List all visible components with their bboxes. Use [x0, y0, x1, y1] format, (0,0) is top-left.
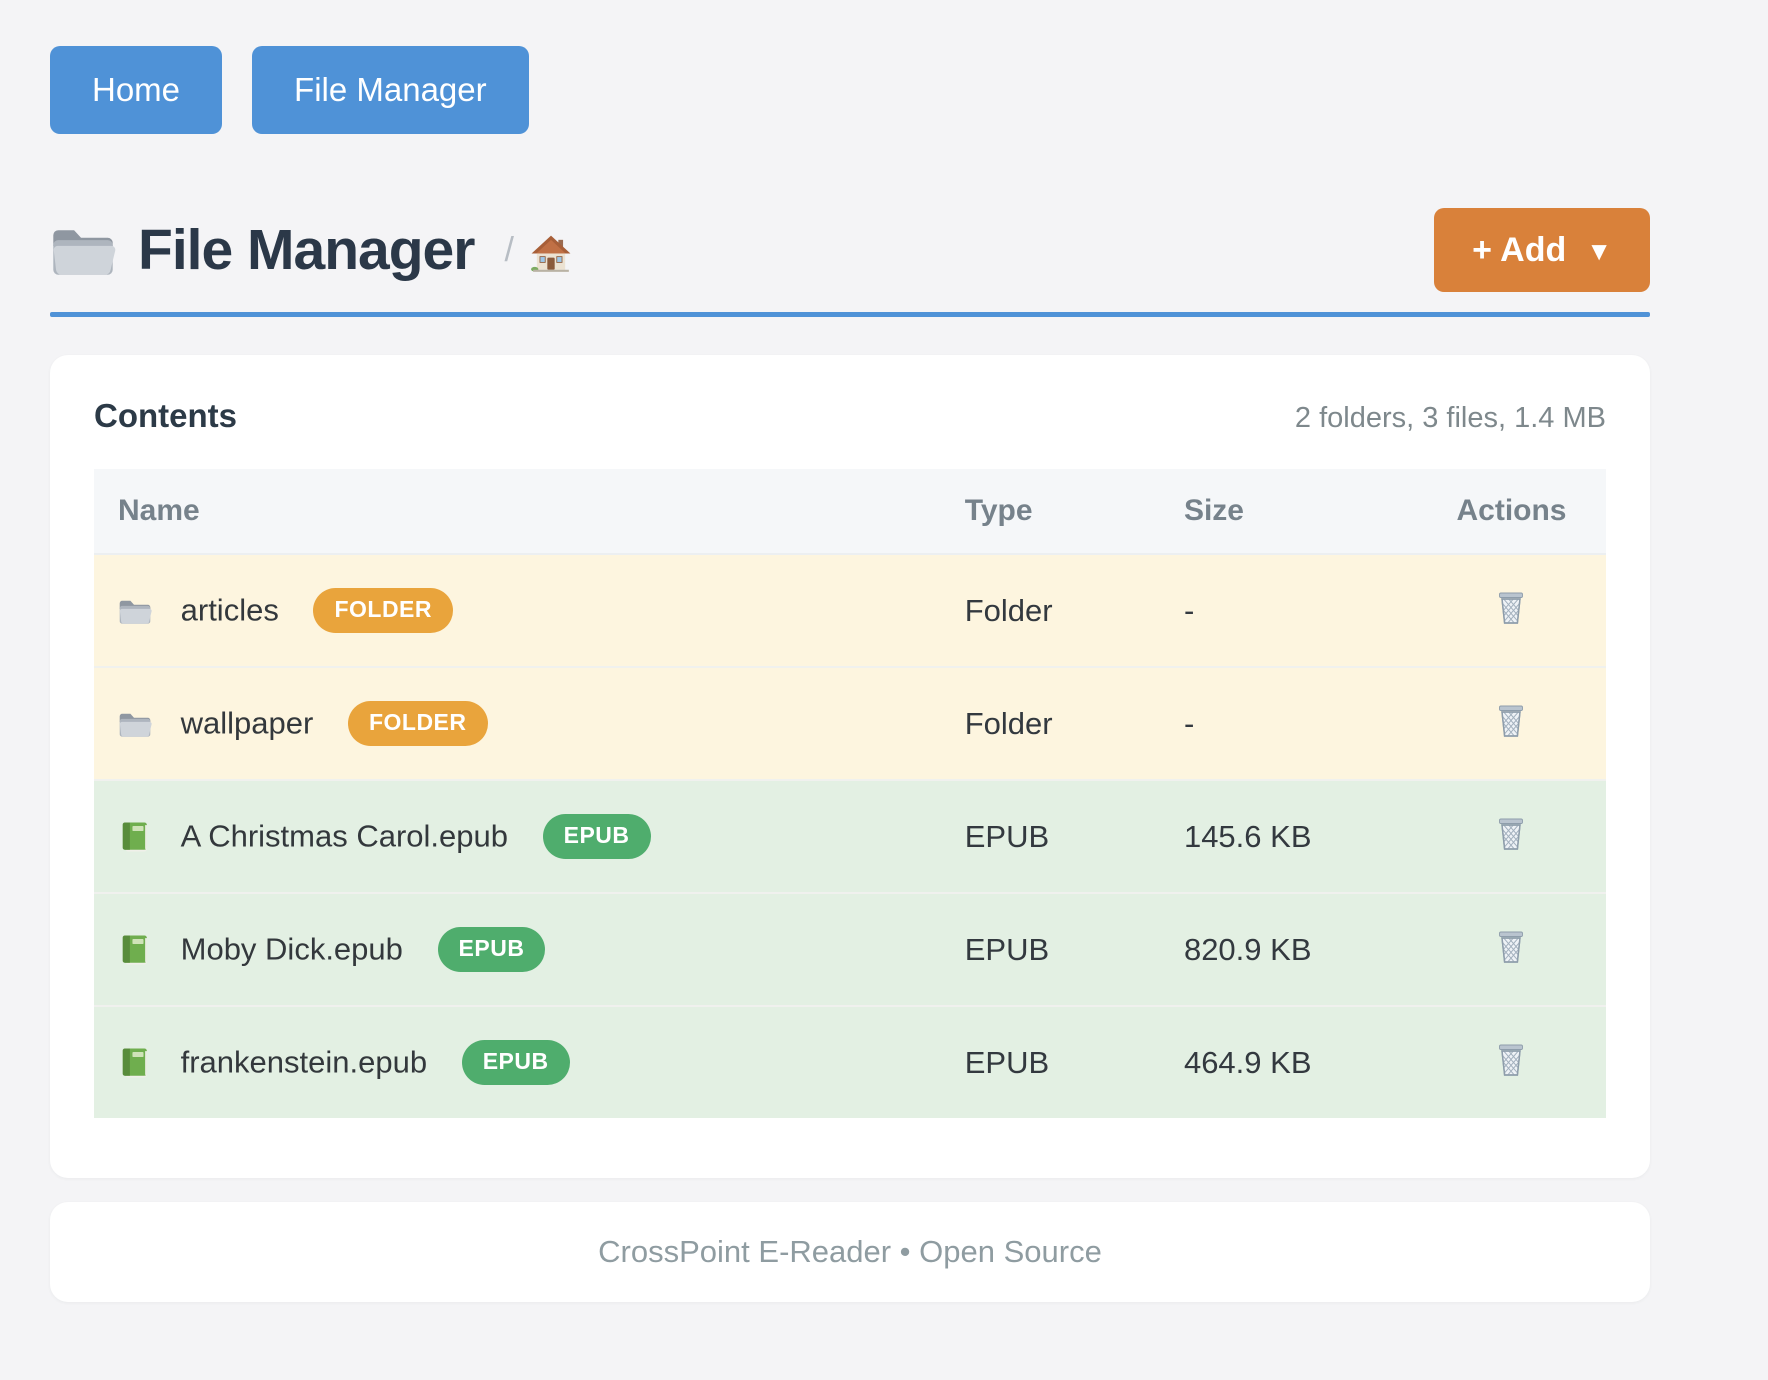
file-size: -	[1159, 666, 1417, 779]
page: Home File Manager File Manager /	[50, 0, 1650, 1302]
trash-icon	[1491, 592, 1531, 630]
delete-button[interactable]	[1491, 926, 1531, 966]
actions-cell	[1416, 553, 1606, 666]
table-row[interactable]: wallpaper FOLDER Folder -	[94, 666, 1606, 779]
header-divider	[50, 312, 1650, 317]
trash-icon	[1491, 818, 1531, 856]
column-header-name: Name	[94, 469, 941, 553]
trash-icon	[1491, 705, 1531, 743]
page-title: File Manager	[138, 218, 475, 282]
name-cell: Moby Dick.epub EPUB	[94, 892, 941, 1005]
file-name: Moby Dick.epub	[180, 931, 403, 967]
file-table-body: articles FOLDER Folder -	[94, 553, 1606, 1118]
delete-button[interactable]	[1491, 1039, 1531, 1079]
nav-home-button[interactable]: Home	[50, 46, 223, 134]
actions-cell	[1416, 666, 1606, 779]
actions-cell	[1416, 1005, 1606, 1118]
add-button-label: + Add	[1472, 230, 1567, 269]
file-type: EPUB	[940, 892, 1160, 1005]
file-type: EPUB	[940, 779, 1160, 892]
column-header-type: Type	[940, 469, 1160, 553]
file-type-badge: EPUB	[461, 1040, 570, 1085]
green-book-icon	[118, 1046, 152, 1080]
column-header-actions: Actions	[1416, 469, 1606, 553]
add-button[interactable]: + Add ▼	[1434, 208, 1650, 292]
file-name: articles	[180, 592, 279, 628]
file-type: Folder	[940, 553, 1160, 666]
footer-text: CrossPoint E-Reader • Open Source	[598, 1234, 1102, 1269]
table-row[interactable]: Moby Dick.epub EPUB EPUB 820.9 KB	[94, 892, 1606, 1005]
column-header-size: Size	[1159, 469, 1417, 553]
file-type-badge: FOLDER	[313, 588, 454, 633]
file-size: -	[1159, 553, 1417, 666]
file-name: frankenstein.epub	[180, 1044, 428, 1080]
name-cell: articles FOLDER	[94, 553, 941, 666]
top-nav: Home File Manager	[50, 46, 1650, 134]
green-book-icon	[118, 820, 152, 854]
house-icon[interactable]	[530, 233, 572, 275]
table-row[interactable]: A Christmas Carol.epub EPUB EPUB 145.6 K…	[94, 779, 1606, 892]
name-cell: frankenstein.epub EPUB	[94, 1005, 941, 1118]
delete-button[interactable]	[1491, 700, 1531, 740]
file-size: 145.6 KB	[1159, 779, 1417, 892]
name-cell: wallpaper FOLDER	[94, 666, 941, 779]
file-name: wallpaper	[180, 705, 314, 741]
page-header: File Manager / + Add ▼	[50, 208, 1650, 292]
file-table: Name Type Size Actions	[94, 469, 1606, 1118]
file-size: 820.9 KB	[1159, 892, 1417, 1005]
contents-card: Contents 2 folders, 3 files, 1.4 MB Name…	[50, 355, 1650, 1178]
trash-icon	[1491, 931, 1531, 969]
green-book-icon	[118, 933, 152, 967]
contents-title: Contents	[94, 397, 237, 434]
table-row[interactable]: articles FOLDER Folder -	[94, 553, 1606, 666]
file-type: Folder	[940, 666, 1160, 779]
nav-file-manager-button[interactable]: File Manager	[252, 46, 529, 134]
table-row[interactable]: frankenstein.epub EPUB EPUB 464.9 KB	[94, 1005, 1606, 1118]
file-type-badge: FOLDER	[347, 701, 488, 746]
file-type-badge: EPUB	[542, 814, 651, 859]
caret-down-icon: ▼	[1586, 235, 1612, 266]
actions-cell	[1416, 892, 1606, 1005]
file-type: EPUB	[940, 1005, 1160, 1118]
folder-icon	[118, 594, 152, 628]
contents-summary: 2 folders, 3 files, 1.4 MB	[1294, 402, 1606, 434]
delete-button[interactable]	[1491, 813, 1531, 853]
name-cell: A Christmas Carol.epub EPUB	[94, 779, 941, 892]
actions-cell	[1416, 779, 1606, 892]
file-type-badge: EPUB	[437, 927, 546, 972]
folder-icon	[50, 221, 116, 279]
trash-icon	[1491, 1044, 1531, 1082]
footer: CrossPoint E-Reader • Open Source	[50, 1202, 1650, 1302]
contents-card-header: Contents 2 folders, 3 files, 1.4 MB	[94, 397, 1606, 435]
file-name: A Christmas Carol.epub	[180, 818, 508, 854]
breadcrumb-separator: /	[504, 230, 514, 269]
file-size: 464.9 KB	[1159, 1005, 1417, 1118]
folder-icon	[118, 707, 152, 741]
delete-button[interactable]	[1491, 587, 1531, 627]
table-header-row: Name Type Size Actions	[94, 469, 1606, 553]
